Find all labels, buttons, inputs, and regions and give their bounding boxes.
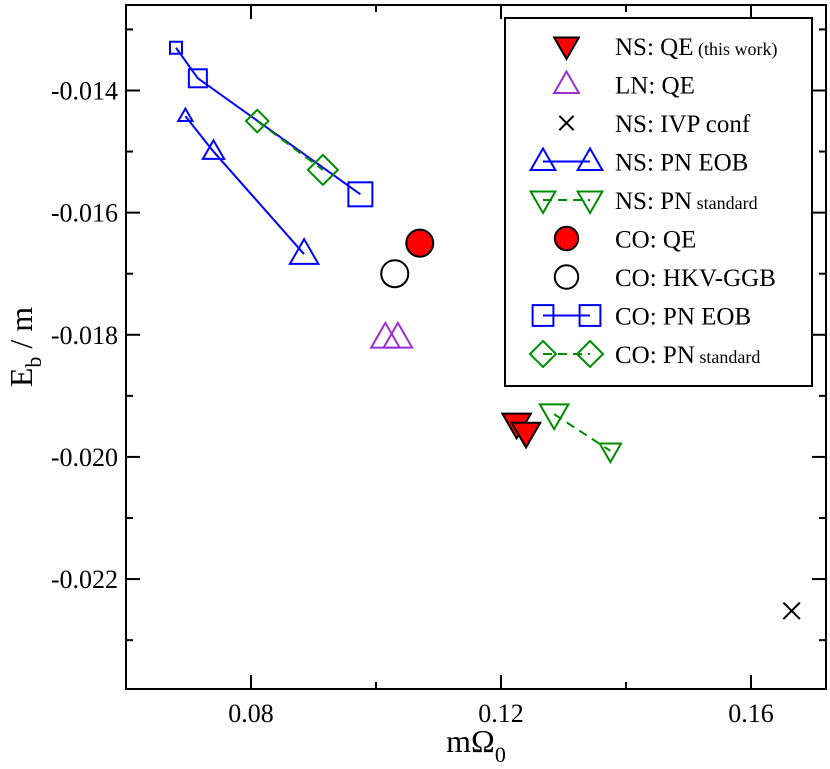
- legend-marker: [575, 190, 605, 216]
- plot-area: [169, 40, 801, 620]
- x-tick-label: 0.08: [228, 699, 274, 728]
- legend-item-co-pn-standard: CO: PN standard: [528, 339, 760, 369]
- legend-item-ns-ivp-conf: NS: IVP conf: [558, 111, 751, 138]
- legend-label: CO: HKV-GGB: [615, 265, 776, 292]
- data-point-co-pn-eob: [169, 40, 183, 55]
- data-point-ns-pn-eob: [176, 106, 195, 123]
- series-line-co-pn-eob: [175, 47, 361, 196]
- data-point-ns-pn-eob: [288, 237, 321, 265]
- legend-marker: [575, 339, 605, 369]
- legend-marker: [558, 115, 575, 131]
- y-tick-label: -0.022: [51, 565, 118, 594]
- legend-marker: [528, 339, 558, 369]
- data-point-ns-pn-standard: [538, 403, 571, 432]
- legend-label: NS: PN standard: [615, 188, 758, 215]
- legend-marker: [531, 304, 555, 327]
- y-axis-label: Eb / m: [3, 307, 46, 387]
- legend-label: CO: PN standard: [615, 342, 760, 369]
- legend-label: NS: PN EOB: [615, 150, 748, 177]
- data-point-ns-qe: [510, 421, 542, 450]
- legend-label: CO: QE: [615, 227, 696, 254]
- legend-item-co-qe: CO: QE: [553, 225, 696, 254]
- data-point-ns-pn-standard: [597, 442, 623, 465]
- legend-marker: [552, 36, 581, 62]
- data-point-co-pn-standard: [244, 108, 270, 134]
- series-line-ns-pn-standard: [553, 413, 611, 452]
- legend-label: NS: QE (this work): [615, 34, 777, 61]
- data-point-co-pn-eob: [187, 68, 208, 89]
- x-stroke: [558, 115, 575, 131]
- legend-item-ns-qe: NS: QE (this work): [552, 34, 777, 62]
- y-tick-label: -0.018: [51, 321, 118, 350]
- data-point-ln-qe: [381, 320, 414, 349]
- legend-item-ln-qe: LN: QE: [552, 69, 695, 100]
- y-tick-label: -0.020: [51, 443, 118, 472]
- legend-marker: [552, 69, 581, 94]
- legend-item-ns-pn-standard: NS: PN standard: [528, 188, 758, 216]
- y-tick-label: -0.014: [51, 77, 118, 106]
- data-point-co-pn-eob: [347, 181, 374, 208]
- legend-label: NS: IVP conf: [615, 111, 751, 138]
- y-tick-label: -0.016: [51, 199, 118, 228]
- legend-label: LN: QE: [615, 73, 695, 100]
- data-point-co-qe: [405, 228, 435, 258]
- data-point-ns-ivp-conf: [782, 601, 801, 620]
- legend-marker: [575, 146, 605, 171]
- legend-marker: [553, 264, 580, 290]
- legend-marker: [528, 190, 558, 216]
- legend-marker: [553, 225, 580, 252]
- legend: NS: QE (this work) LN: QE NS: IVP conf NS: …: [504, 17, 813, 387]
- series-line-co-pn-standard: [256, 120, 324, 171]
- legend-item-co-hkv-ggb: CO: HKV-GGB: [553, 264, 776, 292]
- x-stroke: [782, 601, 801, 620]
- legend-label: CO: PN EOB: [615, 304, 751, 331]
- data-point-co-hkv-ggb: [380, 259, 410, 289]
- x-tick-label: 0.16: [728, 699, 774, 728]
- series-line-ns-pn-eob: [184, 115, 305, 255]
- legend-box: [504, 17, 813, 387]
- legend-marker: [528, 146, 558, 171]
- x-axis-label: mΩ0: [446, 723, 506, 767]
- legend-item-ns-pn-eob: NS: PN EOB: [528, 146, 748, 177]
- data-point-co-pn-standard: [306, 153, 340, 187]
- legend-item-co-pn-eob: CO: PN EOB: [531, 304, 751, 331]
- legend-marker: [578, 304, 602, 327]
- plot-frame: [125, 4, 827, 690]
- x-tick-label: 0.12: [478, 699, 524, 728]
- data-point-ns-pn-eob: [201, 138, 226, 160]
